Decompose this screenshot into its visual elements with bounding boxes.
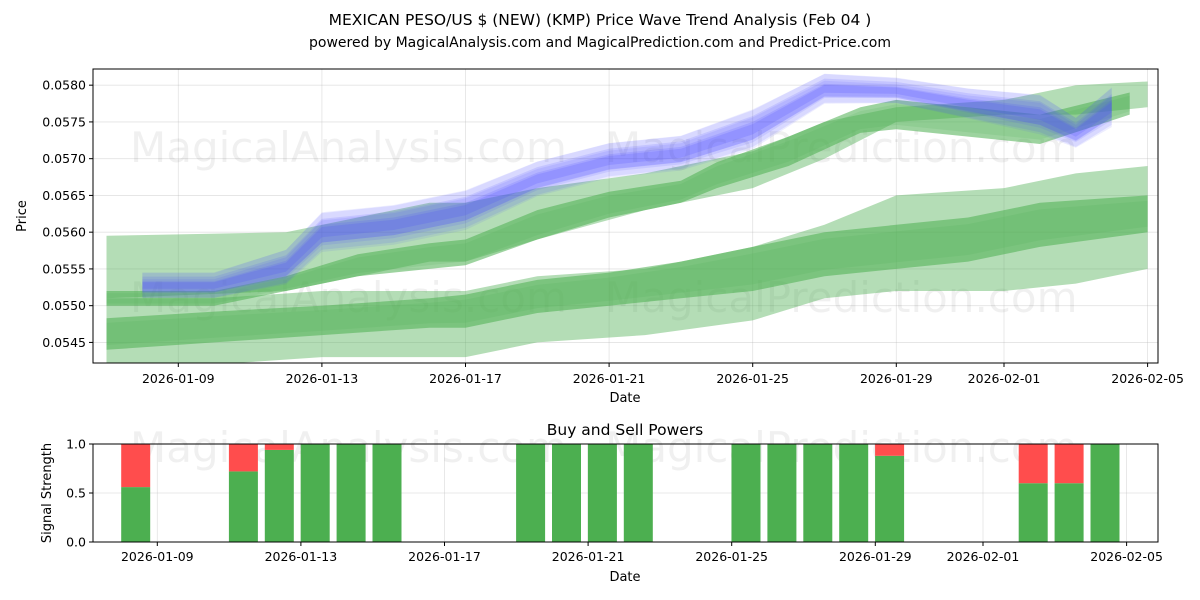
price-x-tick-label: 2026-01-21 [573, 371, 646, 386]
signal-x-tick-label: 2026-02-05 [1090, 549, 1163, 564]
price-y-tick-label: 0.0555 [42, 261, 86, 276]
price-panel: MagicalAnalysis.com MagicalPrediction.com… [15, 68, 1184, 406]
signal-y-tick-label: 0.0 [66, 535, 86, 550]
buy-power-bar [875, 455, 905, 542]
blue-price-wave-band-layer [142, 78, 1112, 292]
price-y-tick-label: 0.0570 [42, 151, 86, 166]
buy-power-bar [839, 444, 869, 542]
price-y-tick-label: 0.0545 [42, 335, 86, 350]
buy-power-bar [552, 444, 581, 542]
watermark-text: MagicalAnalysis.com [130, 123, 567, 172]
buy-power-bar [300, 444, 330, 542]
signal-bars [121, 444, 1120, 542]
price-y-tick-label: 0.0565 [42, 188, 86, 203]
price-y-tick-label: 0.0580 [42, 78, 86, 93]
series-green-upper-wave [106, 92, 1130, 306]
signal-x-tick-label: 2026-01-09 [121, 549, 194, 564]
series-blue-price-wave [142, 73, 1112, 298]
signal-x-tick-label: 2026-01-29 [839, 549, 912, 564]
price-x-tick-label: 2026-01-09 [142, 371, 215, 386]
buy-power-bar [803, 444, 833, 542]
buy-power-bar [587, 444, 617, 542]
price-y-label: Price [15, 200, 30, 232]
price-y-tick-label: 0.0550 [42, 298, 86, 313]
price-plot-frame [92, 68, 1159, 364]
sell-power-bar [1018, 444, 1048, 484]
buy-power-bar [731, 444, 761, 542]
signal-y-tick-label: 0.5 [66, 486, 86, 501]
buy-power-bar [336, 444, 366, 542]
sell-power-bar [264, 444, 294, 450]
signal-title: Buy and Sell Powers [547, 421, 704, 439]
signal-x-ticks: 2026-01-09 2026-01-13 2026-01-17 2026-01-21… [121, 542, 1163, 564]
buy-power-bar [121, 487, 151, 542]
buy-power-bar [1018, 483, 1048, 542]
buy-power-bar [1090, 444, 1120, 542]
price-bands [106, 73, 1148, 363]
price-y-tick-label: 0.0575 [42, 114, 86, 129]
buy-power-bar [264, 449, 294, 542]
blue-price-wave-band-layer [142, 73, 1112, 293]
signal-y-ticks: 0.0 0.5 1.0 [66, 437, 93, 550]
signal-panel: Buy and Sell Powers MagicalAnalysis.comM… [40, 421, 1163, 585]
signal-x-tick-label: 2026-02-01 [947, 549, 1020, 564]
price-x-label: Date [609, 391, 640, 406]
green-upper-wave-band-layer [106, 95, 1130, 304]
series-green-lower-wave [106, 195, 1148, 350]
price-x-tick-label: 2026-01-13 [286, 371, 359, 386]
price-x-tick-label: 2026-02-01 [968, 371, 1041, 386]
buy-power-bar [372, 444, 402, 542]
sell-power-bar [121, 444, 151, 488]
buy-power-bar [623, 444, 653, 542]
signal-x-tick-label: 2026-01-25 [695, 549, 768, 564]
price-x-tick-label: 2026-01-25 [716, 371, 789, 386]
sell-power-bar [875, 444, 905, 456]
buy-power-bar [516, 444, 546, 542]
price-x-ticks: 2026-01-09 2026-01-13 2026-01-17 2026-01-21… [142, 363, 1184, 386]
signal-y-tick-label: 1.0 [66, 437, 86, 452]
blue-price-wave-band-layer [142, 80, 1112, 298]
price-series [106, 73, 1148, 363]
green-lower-wave-band-layer [106, 200, 1148, 345]
price-x-tick-label: 2026-01-29 [860, 371, 933, 386]
chart-subtitle: powered by MagicalAnalysis.com and Magic… [309, 35, 891, 51]
blue-price-wave-band-layer [142, 74, 1112, 298]
green-upper-wave-band-layer [106, 92, 1130, 306]
sell-power-bar [228, 444, 258, 472]
price-y-tick-label: 0.0560 [42, 225, 86, 240]
signal-x-tick-label: 2026-01-21 [552, 549, 625, 564]
price-x-tick-label: 2026-02-05 [1111, 371, 1184, 386]
green-lower-wave-band-layer [106, 195, 1148, 350]
buy-power-bar [1054, 483, 1084, 542]
buy-power-bar [228, 471, 258, 542]
buy-power-bar [767, 444, 797, 542]
sell-power-bar [1054, 444, 1084, 484]
price-x-tick-label: 2026-01-17 [429, 371, 502, 386]
price-y-ticks: 0.0545 0.0550 0.0555 0.0560 0.0565 0.0570 0.05… [42, 78, 93, 350]
blue-price-wave-band-layer [142, 83, 1112, 293]
signal-x-tick-label: 2026-01-17 [408, 549, 481, 564]
signal-x-label: Date [609, 570, 640, 585]
signal-y-label: Signal Strength [40, 443, 55, 543]
signal-x-tick-label: 2026-01-13 [265, 549, 338, 564]
chart-title: MEXICAN PESO/US $ (NEW) (KMP) Price Wave… [329, 11, 872, 29]
